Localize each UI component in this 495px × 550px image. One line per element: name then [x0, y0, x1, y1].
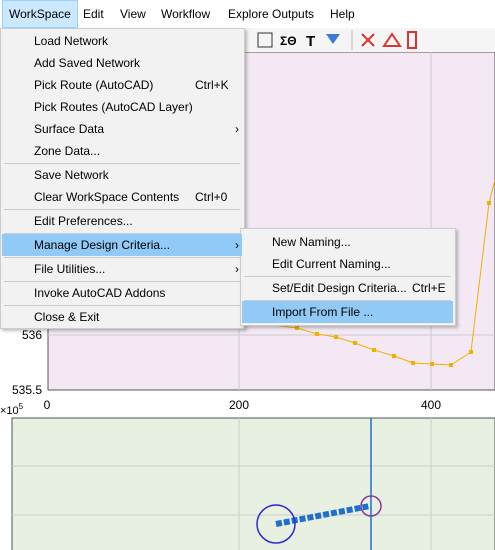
- menu-shortcut: Ctrl+E: [412, 281, 446, 295]
- menu-item-label: Manage Design Criteria...: [34, 238, 171, 252]
- menu-item-label: Pick Routes (AutoCAD Layer): [34, 100, 193, 114]
- menu-separator: [244, 276, 451, 277]
- menu-item[interactable]: Import From File ...: [242, 301, 453, 323]
- icon: [382, 32, 402, 47]
- menu-item-label: Surface Data: [34, 122, 105, 136]
- submenu-arrow: ›: [235, 262, 239, 276]
- menu-item-label: Close & Exit: [34, 310, 100, 324]
- menu-item-label: Save Network: [34, 168, 109, 182]
- menubar-item[interactable]: Workflow: [161, 7, 211, 21]
- menu-item[interactable]: Clear WorkSpace Contents Ctrl+0: [2, 186, 242, 208]
- icon: T: [306, 33, 315, 50]
- menu-item[interactable]: File Utilities... ›: [2, 258, 242, 280]
- y-tick-label: 536: [22, 328, 42, 342]
- icon: [361, 33, 375, 47]
- x-tick-label: 0: [44, 398, 51, 412]
- menu-separator: [4, 209, 240, 210]
- y-tick-label: 535.5: [12, 383, 42, 397]
- menu-item-label: Import From File ...: [272, 305, 374, 319]
- menu-separator: [4, 281, 240, 282]
- toolbar-icons: ΣΘ T: [257, 30, 417, 50]
- menu-item[interactable]: Invoke AutoCAD Addons: [2, 282, 242, 304]
- menu-item-label: Load Network: [34, 34, 109, 48]
- start-circle: [256, 504, 296, 544]
- menu-separator: [4, 305, 240, 306]
- menu-item[interactable]: New Naming...: [242, 231, 453, 253]
- menu-item[interactable]: Surface Data ›: [2, 118, 242, 140]
- menu-item-label: Add Saved Network: [34, 56, 141, 70]
- profile-points: [295, 201, 491, 367]
- end-circle: [360, 495, 382, 517]
- icon: ΣΘ: [280, 34, 297, 48]
- icon: [326, 34, 340, 44]
- menu-item-label: Zone Data...: [34, 144, 101, 158]
- exponent-power: 5: [19, 402, 24, 411]
- menu-item[interactable]: Add Saved Network: [2, 52, 242, 74]
- submenu-arrow: ›: [235, 238, 239, 252]
- menubar-item[interactable]: Explore Outputs: [228, 7, 315, 21]
- menu-separator: [244, 300, 451, 301]
- menu-item-label: Invoke AutoCAD Addons: [34, 286, 166, 300]
- exponent-label: ×105: [0, 402, 24, 417]
- menu-item-label: Edit Preferences...: [34, 214, 133, 228]
- workspace-menu: [0, 28, 245, 329]
- menubar: [0, 0, 495, 28]
- menu-item[interactable]: Load Network: [2, 30, 242, 52]
- menubar-item[interactable]: Edit: [83, 7, 104, 21]
- lower-plot-area: [11, 417, 495, 550]
- menu-separator: [4, 257, 240, 258]
- submenu-arrow: ›: [235, 122, 239, 136]
- menu-item[interactable]: Zone Data...: [2, 140, 242, 162]
- menu-item[interactable]: Edit Preferences...: [2, 210, 242, 232]
- menu-shortcut: Ctrl+0: [195, 190, 228, 204]
- menu-item-label: Clear WorkSpace Contents: [34, 190, 180, 204]
- menu-item[interactable]: Set/Edit Design Criteria... Ctrl+E: [242, 277, 453, 299]
- menu-shortcut: Ctrl+K: [195, 78, 229, 92]
- menu-item[interactable]: Close & Exit: [2, 306, 242, 328]
- menu-item-label: Set/Edit Design Criteria...: [272, 281, 407, 295]
- menubar-item[interactable]: View: [120, 7, 146, 21]
- x-tick-label: 400: [421, 398, 441, 412]
- menu-separator: [4, 233, 240, 234]
- menubar-item[interactable]: Help: [330, 7, 355, 21]
- x-tick-label: 200: [229, 398, 249, 412]
- menubar-item[interactable]: WorkSpace: [2, 0, 78, 28]
- menu-item-label: Pick Route (AutoCAD): [34, 78, 154, 92]
- menu-item[interactable]: Manage Design Criteria... ›: [2, 234, 242, 256]
- menu-item[interactable]: Save Network: [2, 164, 242, 186]
- icon: [257, 32, 273, 48]
- exponent-base: ×10: [0, 405, 19, 417]
- menu-item-label: New Naming...: [272, 235, 351, 249]
- menu-item[interactable]: Pick Routes (AutoCAD Layer): [2, 96, 242, 118]
- icon: [407, 31, 417, 49]
- menu-item[interactable]: Edit Current Naming...: [242, 253, 453, 275]
- menu-separator: [4, 163, 240, 164]
- menu-item-label: Edit Current Naming...: [272, 257, 391, 271]
- menu-item[interactable]: Pick Route (AutoCAD) Ctrl+K: [2, 74, 242, 96]
- menu-item-label: File Utilities...: [34, 262, 106, 276]
